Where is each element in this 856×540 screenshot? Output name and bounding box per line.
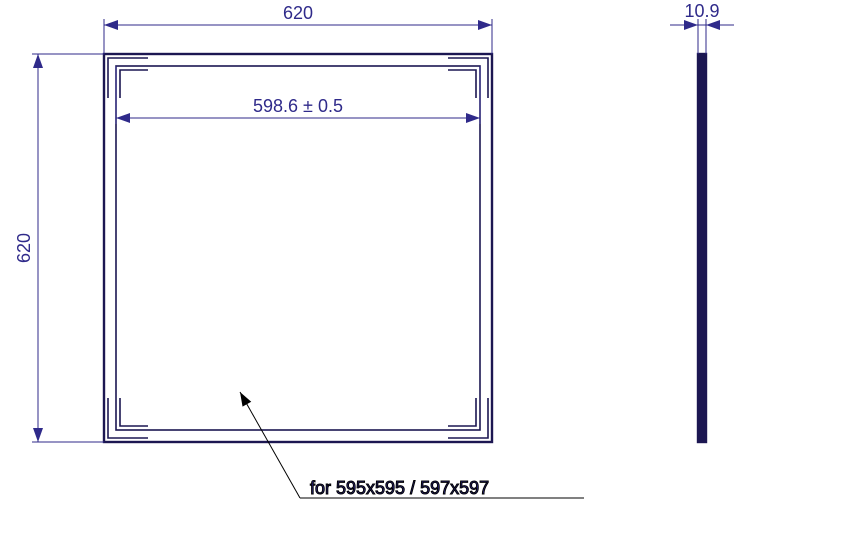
dim-side-thickness: 10.9 bbox=[684, 1, 719, 21]
technical-drawing: 620 620 598.6 ± 0.5 10.9 for 595x595 / 597x5… bbox=[0, 0, 856, 540]
dim-top-width: 620 bbox=[283, 3, 313, 23]
note-text: for 595x595 / 597x597 bbox=[310, 478, 489, 498]
dim-inner-width: 598.6 ± 0.5 bbox=[253, 96, 343, 116]
dim-left-height: 620 bbox=[14, 233, 34, 263]
